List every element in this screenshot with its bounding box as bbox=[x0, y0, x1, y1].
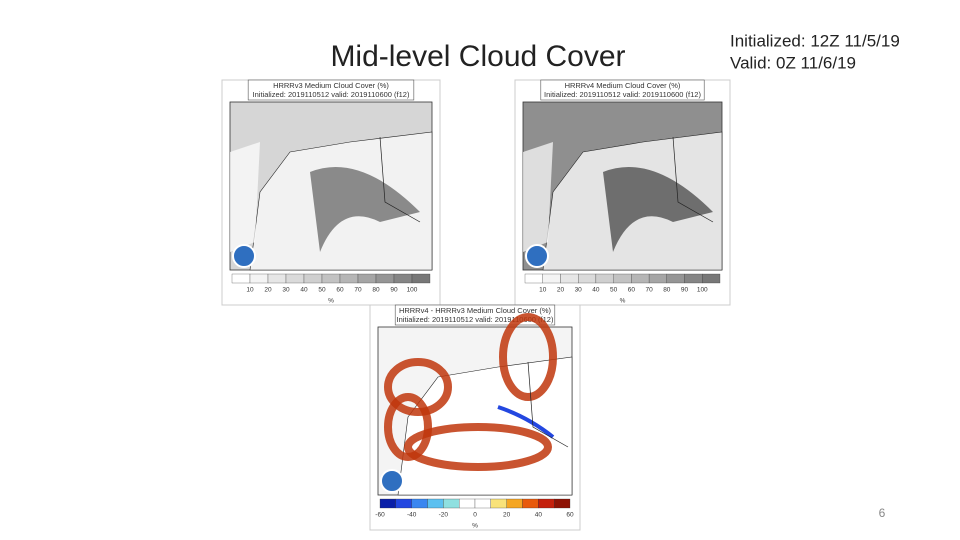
colorbar-label: -60 bbox=[375, 512, 385, 519]
colorbar-label: -20 bbox=[439, 512, 449, 519]
border bbox=[379, 136, 421, 223]
colorbar-label: 50 bbox=[318, 287, 326, 294]
colorbar-units: % bbox=[620, 298, 626, 305]
noaa-logo bbox=[380, 469, 404, 493]
colorbar-label: 60 bbox=[628, 287, 636, 294]
border bbox=[672, 136, 714, 223]
colorbar-segment bbox=[459, 498, 476, 509]
colorbar-segment bbox=[522, 498, 539, 509]
map-panel: HRRRv4 Medium Cloud Cover (%)Initialized… bbox=[514, 79, 731, 306]
colorbar-segment bbox=[395, 498, 412, 509]
panel-header: HRRRv4 - HRRRv3 Medium Cloud Cover (%) bbox=[399, 306, 552, 315]
colorbar-segment bbox=[357, 273, 377, 284]
colorbar-segment bbox=[249, 273, 269, 284]
cloud-diff-neg bbox=[497, 405, 555, 439]
colorbar-segment bbox=[375, 273, 395, 284]
colorbar-units: % bbox=[472, 523, 478, 530]
colorbar-segment bbox=[443, 498, 460, 509]
cloud-diff bbox=[384, 358, 452, 416]
page-number: 6 bbox=[879, 506, 886, 520]
header-box bbox=[540, 79, 705, 101]
colorbar-label: 90 bbox=[681, 287, 689, 294]
map-panel: HRRRv4 - HRRRv3 Medium Cloud Cover (%)In… bbox=[369, 304, 581, 531]
cloud-diff bbox=[384, 393, 432, 461]
colorbar-label: -40 bbox=[407, 512, 417, 519]
slide-title: Mid-level Cloud Cover bbox=[330, 40, 625, 73]
colorbar-label: 60 bbox=[336, 287, 344, 294]
colorbar-label: 100 bbox=[697, 287, 708, 294]
noaa-logo bbox=[525, 244, 549, 268]
colorbar-label: 0 bbox=[473, 512, 477, 519]
colorbar-segment bbox=[542, 273, 561, 284]
cloud bbox=[523, 142, 553, 252]
colorbar-segment bbox=[339, 273, 359, 284]
colorbar-label: 80 bbox=[663, 287, 671, 294]
colorbar-segment bbox=[524, 273, 543, 284]
cloud-diff bbox=[404, 423, 552, 471]
panel-header: Initialized: 2019110512 valid: 201911060… bbox=[544, 90, 701, 99]
colorbar-segment bbox=[379, 498, 396, 509]
panel-header: Initialized: 2019110512 valid: 201911060… bbox=[397, 315, 554, 324]
colorbar-label: 20 bbox=[557, 287, 565, 294]
colorbar-label: 90 bbox=[390, 287, 398, 294]
colorbar-label: 40 bbox=[592, 287, 600, 294]
colorbar-label: 20 bbox=[503, 512, 511, 519]
colorbar-segment bbox=[427, 498, 444, 509]
border bbox=[527, 361, 569, 448]
colorbar-label: 100 bbox=[407, 287, 418, 294]
colorbar-segment bbox=[411, 273, 431, 284]
info-line: Valid: 0Z 11/6/19 bbox=[730, 53, 856, 72]
colorbar-label: 40 bbox=[535, 512, 543, 519]
panel-header: Initialized: 2019110512 valid: 201911060… bbox=[253, 90, 410, 99]
colorbar-segment bbox=[595, 273, 614, 284]
colorbar-label: 70 bbox=[645, 287, 653, 294]
colorbar-label: 40 bbox=[300, 287, 308, 294]
colorbar-label: 30 bbox=[575, 287, 583, 294]
colorbar-segment bbox=[631, 273, 650, 284]
colorbar-label: 50 bbox=[610, 287, 618, 294]
colorbar-segment bbox=[285, 273, 305, 284]
colorbar-segment bbox=[321, 273, 341, 284]
panel-header: HRRRv3 Medium Cloud Cover (%) bbox=[273, 81, 389, 90]
colorbar-segment bbox=[490, 498, 507, 509]
colorbar-segment bbox=[393, 273, 413, 284]
colorbar-units: % bbox=[328, 298, 334, 305]
colorbar-segment bbox=[648, 273, 667, 284]
colorbar-label: 70 bbox=[354, 287, 362, 294]
cloud bbox=[603, 167, 713, 252]
noaa-logo bbox=[232, 244, 256, 268]
colorbar-segment bbox=[560, 273, 579, 284]
colorbar-segment bbox=[506, 498, 523, 509]
panel-header: HRRRv4 Medium Cloud Cover (%) bbox=[565, 81, 681, 90]
colorbar-label: 30 bbox=[282, 287, 290, 294]
colorbar-segment bbox=[303, 273, 323, 284]
colorbar-segment bbox=[666, 273, 685, 284]
map-panel: HRRRv3 Medium Cloud Cover (%)Initialized… bbox=[221, 79, 441, 306]
cloud-diff bbox=[499, 313, 557, 401]
colorbar-label: 10 bbox=[246, 287, 254, 294]
colorbar-label: 20 bbox=[264, 287, 272, 294]
colorbar-label: 10 bbox=[539, 287, 547, 294]
header-box bbox=[247, 79, 415, 101]
colorbar-segment bbox=[578, 273, 597, 284]
colorbar-segment bbox=[554, 498, 571, 509]
info-line: Initialized: 12Z 11/5/19 bbox=[730, 31, 900, 50]
cloud bbox=[310, 167, 420, 252]
colorbar-segment bbox=[684, 273, 703, 284]
colorbar-segment bbox=[411, 498, 428, 509]
colorbar-segment bbox=[613, 273, 632, 284]
colorbar-label: 60 bbox=[566, 512, 574, 519]
colorbar-segment bbox=[231, 273, 251, 284]
colorbar-segment bbox=[702, 273, 721, 284]
colorbar-label: 80 bbox=[372, 287, 380, 294]
colorbar-segment bbox=[538, 498, 555, 509]
colorbar-segment bbox=[267, 273, 287, 284]
colorbar-segment bbox=[474, 498, 491, 509]
cloud bbox=[230, 142, 260, 252]
